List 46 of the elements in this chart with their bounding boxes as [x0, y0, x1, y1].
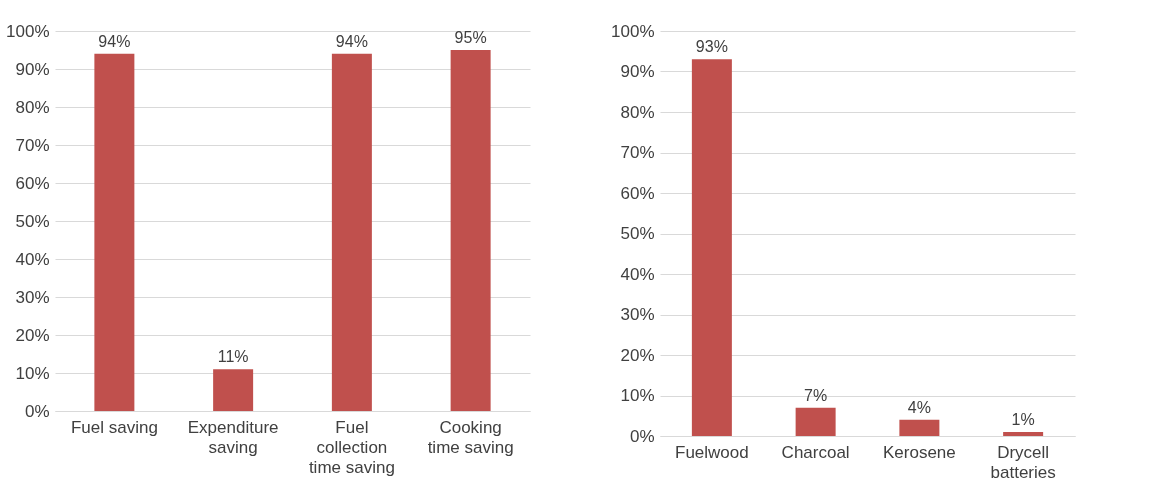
x-tick-label: Charcoal: [781, 442, 850, 462]
y-tick-label: 40%: [620, 264, 655, 284]
y-tick-label: 80%: [15, 97, 50, 117]
y-tick-label: 10%: [15, 363, 50, 383]
x-tick-label: Drycell batteries: [990, 442, 1056, 482]
x-tick-label: Fuelwood: [675, 442, 749, 462]
data-label: 94%: [98, 32, 131, 50]
y-tick-label: 10%: [620, 386, 655, 405]
data-label: 7%: [804, 386, 828, 404]
y-tick-label: 90%: [620, 62, 655, 81]
bar: [899, 419, 940, 436]
y-tick-label: 70%: [620, 143, 655, 162]
y-tick-label: 100%: [6, 21, 50, 41]
x-tick-label: Fuel collection time saving: [308, 417, 395, 477]
y-tick-label: 40%: [15, 249, 50, 269]
x-tick-label: Expenditure saving: [187, 417, 279, 457]
x-tick-label: Cooking time saving: [427, 417, 514, 457]
y-tick-label: 50%: [620, 224, 655, 243]
data-label: 11%: [217, 348, 249, 366]
y-tick-label: 0%: [629, 426, 655, 446]
y-tick-label: 30%: [15, 287, 50, 307]
data-label: 4%: [907, 398, 931, 416]
y-tick-label: 100%: [611, 21, 655, 41]
bar: [94, 53, 135, 411]
bar: [1003, 431, 1044, 436]
data-label: 95%: [454, 29, 487, 46]
y-tick-label: 0%: [24, 401, 50, 421]
bar: [450, 50, 491, 411]
data-label: 94%: [335, 32, 368, 50]
y-tick-label: 60%: [620, 183, 655, 203]
data-label: 93%: [695, 38, 728, 56]
y-tick-label: 50%: [15, 211, 50, 231]
data-label: 1%: [1011, 410, 1035, 428]
x-tick-label: Kerosene: [882, 442, 956, 462]
y-tick-label: 20%: [620, 345, 655, 365]
bar: [331, 53, 372, 411]
bar: [691, 59, 732, 436]
bar: [795, 407, 836, 436]
y-tick-label: 80%: [620, 102, 655, 122]
y-tick-label: 30%: [620, 305, 655, 324]
bar: [213, 369, 254, 411]
x-tick-label: Fuel saving: [70, 417, 158, 437]
y-tick-label: 90%: [15, 59, 50, 79]
y-tick-label: 60%: [15, 173, 50, 193]
y-tick-label: 70%: [15, 135, 50, 155]
y-tick-label: 20%: [15, 325, 50, 345]
